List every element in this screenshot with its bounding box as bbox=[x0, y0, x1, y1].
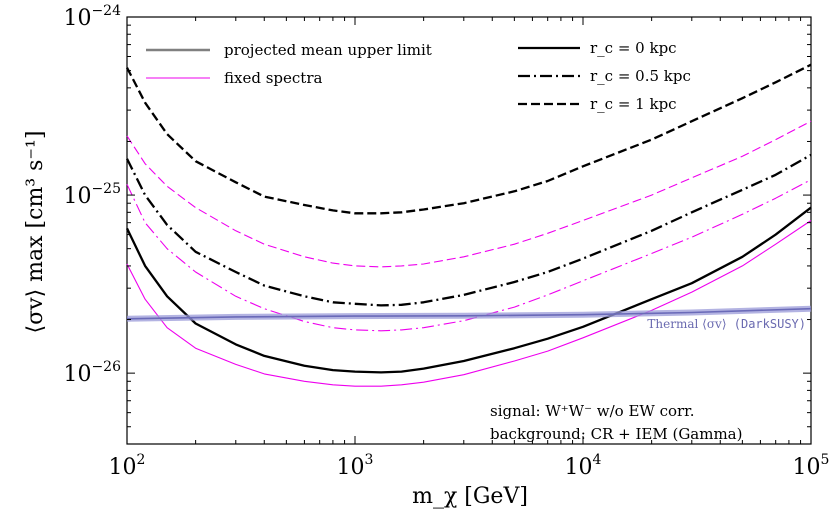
x-tick-label: 105 bbox=[793, 452, 830, 480]
legend-label-fixed: fixed spectra bbox=[224, 69, 322, 87]
x-axis-label: m_χ [GeV] bbox=[412, 484, 528, 509]
x-tick-label: 103 bbox=[337, 452, 374, 480]
legend-label-rc05: r_c = 0.5 kpc bbox=[590, 67, 691, 85]
y-axis-label: ⟨σv⟩ max [cm³ s⁻¹] bbox=[23, 131, 48, 334]
thermal-label: Thermal ⟨σv⟩ (DarkSUSY) bbox=[647, 317, 806, 331]
series-projected-solid bbox=[125, 206, 812, 374]
thermal-line bbox=[126, 307, 812, 320]
legend-label-rc1: r_c = 1 kpc bbox=[590, 95, 677, 113]
series-projected-dashdot bbox=[125, 153, 812, 307]
x-tick-label: 104 bbox=[565, 452, 602, 480]
series-fixed-dashdot bbox=[126, 179, 812, 332]
legend: projected mean upper limit fixed spectra… bbox=[146, 39, 691, 113]
thermal-label-suffix: (DarkSUSY) bbox=[727, 317, 806, 331]
y-axis-label-text: ⟨σv⟩ max [cm³ s⁻¹] bbox=[23, 131, 48, 334]
ticks-layer: 102 103 104 105 10−24 10−25 10−26 bbox=[63, 3, 829, 480]
annotation-signal: signal: W⁺W⁻ w/o EW corr. bbox=[490, 402, 694, 420]
legend-label-rc0: r_c = 0 kpc bbox=[590, 39, 677, 57]
legend-label-mean: projected mean upper limit bbox=[224, 41, 432, 59]
series-fixed-solid bbox=[126, 220, 812, 387]
thermal-label-prefix: Thermal bbox=[647, 317, 702, 331]
series-fixed-dashed bbox=[126, 120, 812, 268]
annotation-background: background: CR + IEM (Gamma) bbox=[490, 425, 742, 443]
y-tick-label: 10−26 bbox=[63, 359, 121, 387]
series-layer bbox=[125, 63, 812, 387]
x-tick-label: 102 bbox=[109, 452, 146, 480]
y-tick-label: 10−24 bbox=[63, 3, 121, 31]
y-tick-label: 10−25 bbox=[63, 181, 121, 209]
series-projected-dashed bbox=[125, 63, 812, 215]
thermal-label-mid: ⟨σv⟩ bbox=[702, 317, 726, 331]
